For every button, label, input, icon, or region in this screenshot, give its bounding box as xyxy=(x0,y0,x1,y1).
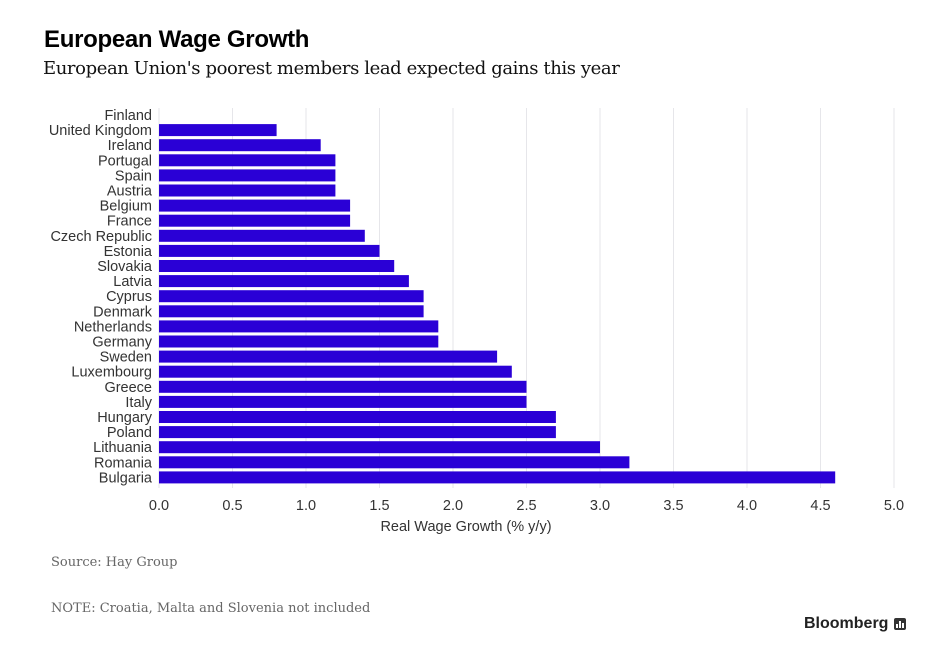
x-tick-label: 5.0 xyxy=(884,498,904,514)
bar-ireland xyxy=(159,139,321,152)
x-tick-label: 2.5 xyxy=(516,498,536,514)
bar-estonia xyxy=(159,244,380,257)
x-tick-label: 3.0 xyxy=(590,498,610,514)
bar-romania xyxy=(159,456,630,469)
category-label: Spain xyxy=(115,168,152,184)
bar-sweden xyxy=(159,350,498,363)
brand-name: Bloomberg xyxy=(804,615,889,632)
bar-hungary xyxy=(159,411,556,423)
category-label: United Kingdom xyxy=(49,123,152,139)
bar-czech-republic xyxy=(159,229,365,242)
category-label: Austria xyxy=(107,184,153,200)
x-tick-label: 4.5 xyxy=(810,498,830,514)
category-label: Lithuania xyxy=(93,440,153,456)
category-label: Czech Republic xyxy=(50,229,152,245)
category-label: Belgium xyxy=(100,199,152,215)
category-label: Latvia xyxy=(113,274,153,290)
category-label: Estonia xyxy=(104,244,153,260)
bar-bulgaria xyxy=(159,471,836,484)
bar-luxembourg xyxy=(159,365,512,378)
bar-spain xyxy=(159,169,336,182)
x-tick-label: 0.5 xyxy=(222,498,242,514)
bar-netherlands xyxy=(159,320,439,333)
x-tick-label: 1.5 xyxy=(369,498,389,514)
footnote: NOTE: Croatia, Malta and Slovenia not in… xyxy=(51,601,371,616)
bar-france xyxy=(159,214,351,227)
bar-italy xyxy=(159,395,527,408)
category-label: Denmark xyxy=(93,304,153,320)
bar-belgium xyxy=(159,199,351,212)
category-label: Greece xyxy=(104,380,152,396)
category-label: Hungary xyxy=(97,410,153,426)
category-label: Slovakia xyxy=(97,259,153,275)
x-tick-label: 0.0 xyxy=(149,498,169,514)
category-label: France xyxy=(107,214,152,230)
bar-poland xyxy=(159,426,556,439)
category-label: Sweden xyxy=(100,350,152,366)
x-tick-label: 3.5 xyxy=(663,498,683,514)
x-axis-title: Real Wage Growth (% y/y) xyxy=(380,519,551,535)
category-label: Germany xyxy=(92,335,152,351)
bar-portugal xyxy=(159,154,336,167)
category-label: Ireland xyxy=(108,138,152,154)
category-label: Netherlands xyxy=(74,319,152,335)
bar-united-kingdom xyxy=(159,124,277,137)
chart-subtitle: European Union's poorest members lead ex… xyxy=(43,58,620,79)
bar-denmark xyxy=(159,305,424,318)
source-note: Source: Hay Group xyxy=(51,555,178,570)
category-label: Cyprus xyxy=(106,289,152,305)
bloomberg-chart-icon xyxy=(894,618,907,630)
x-tick-label: 1.0 xyxy=(296,498,316,514)
bar-cyprus xyxy=(159,290,424,303)
bar-greece xyxy=(159,380,527,393)
x-tick-label: 4.0 xyxy=(737,498,757,514)
x-tick-label: 2.0 xyxy=(443,498,463,514)
bar-austria xyxy=(159,184,336,197)
category-label: Italy xyxy=(125,395,152,411)
brand-logo: Bloomberg xyxy=(804,615,907,633)
category-label: Romania xyxy=(94,455,153,471)
bar-lithuania xyxy=(159,441,600,454)
bar-slovakia xyxy=(159,260,395,272)
bar-latvia xyxy=(159,275,409,288)
bar-germany xyxy=(159,335,439,348)
category-label: Luxembourg xyxy=(71,365,152,381)
category-label: Portugal xyxy=(98,153,152,169)
category-label: Bulgaria xyxy=(99,470,153,486)
category-label: Poland xyxy=(107,425,152,441)
chart-title: European Wage Growth xyxy=(44,26,310,53)
bars xyxy=(159,124,836,484)
x-tick-labels: 0.0 0.5 1.0 1.5 2.0 2.5 3.0 3.5 4.0 4.5 5.0 xyxy=(149,498,904,514)
category-label: Finland xyxy=(104,108,152,124)
